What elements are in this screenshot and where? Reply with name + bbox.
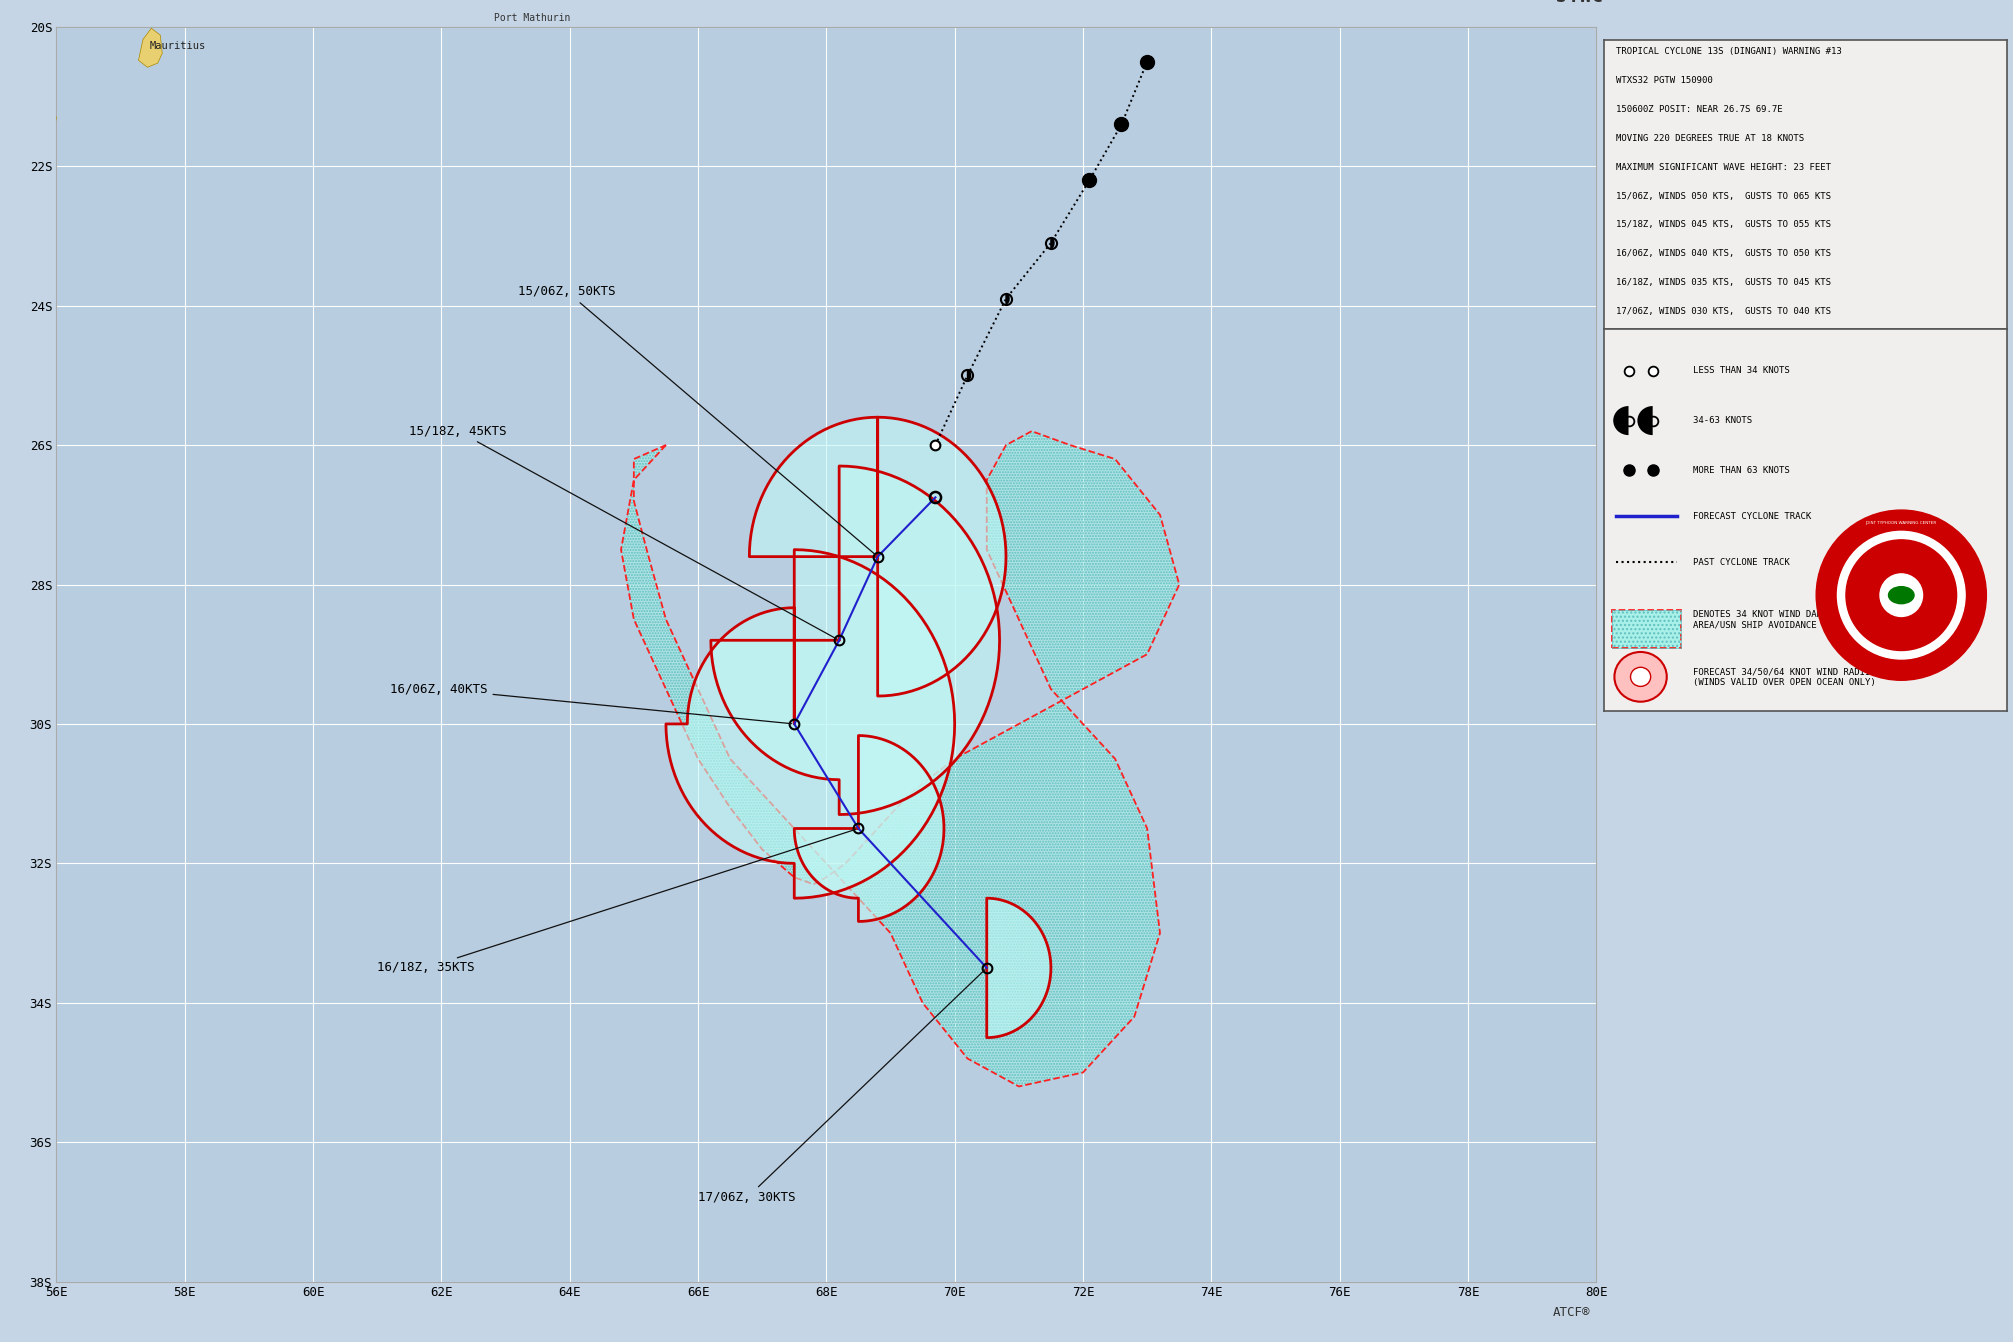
Text: ATCF®: ATCF®: [1552, 1306, 1590, 1319]
Polygon shape: [968, 370, 970, 380]
Text: 17/06Z, WINDS 030 KTS,  GUSTS TO 040 KTS: 17/06Z, WINDS 030 KTS, GUSTS TO 040 KTS: [1616, 307, 1832, 315]
Text: 150600Z POSIT: NEAR 26.7S 69.7E: 150600Z POSIT: NEAR 26.7S 69.7E: [1616, 105, 1784, 114]
Text: MOVING 220 DEGREES TRUE AT 18 KNOTS: MOVING 220 DEGREES TRUE AT 18 KNOTS: [1616, 134, 1804, 142]
Text: 16/06Z, WINDS 040 KTS,  GUSTS TO 050 KTS: 16/06Z, WINDS 040 KTS, GUSTS TO 050 KTS: [1616, 250, 1832, 258]
Wedge shape: [1612, 407, 1629, 435]
Circle shape: [1846, 539, 1957, 651]
Text: 34-63 KNOTS: 34-63 KNOTS: [1693, 416, 1751, 425]
Text: JTWC: JTWC: [1556, 0, 1602, 5]
Polygon shape: [139, 28, 163, 67]
Polygon shape: [749, 417, 1006, 696]
Circle shape: [1614, 652, 1667, 702]
Text: FORECAST CYCLONE TRACK: FORECAST CYCLONE TRACK: [1693, 511, 1812, 521]
Text: WTXS32 PGTW 150900: WTXS32 PGTW 150900: [1616, 76, 1713, 85]
Polygon shape: [795, 735, 944, 922]
Circle shape: [1816, 510, 1987, 680]
Text: Port Mathurin: Port Mathurin: [495, 13, 570, 23]
Circle shape: [1631, 667, 1651, 686]
Text: DENOTES 34 KNOT WIND DANGER
AREA/USN SHIP AVOIDANCE AREA: DENOTES 34 KNOT WIND DANGER AREA/USN SHI…: [1693, 609, 1844, 629]
Polygon shape: [622, 431, 1180, 1087]
Text: LESS THAN 34 KNOTS: LESS THAN 34 KNOTS: [1693, 366, 1790, 376]
Polygon shape: [1051, 238, 1055, 248]
FancyBboxPatch shape: [1612, 609, 1681, 648]
Text: 15/06Z, 50KTS: 15/06Z, 50KTS: [519, 286, 876, 554]
Text: JOINT TYPHOON WARNING CENTER: JOINT TYPHOON WARNING CENTER: [1866, 521, 1937, 525]
Text: MAXIMUM SIGNIFICANT WAVE HEIGHT: 23 FEET: MAXIMUM SIGNIFICANT WAVE HEIGHT: 23 FEET: [1616, 162, 1832, 172]
Circle shape: [1880, 574, 1922, 616]
Text: 17/06Z, 30KTS: 17/06Z, 30KTS: [699, 970, 984, 1205]
Circle shape: [1838, 531, 1965, 659]
Text: TROPICAL CYCLONE 13S (DINGANI) WARNING #13: TROPICAL CYCLONE 13S (DINGANI) WARNING #…: [1616, 47, 1842, 56]
Polygon shape: [666, 550, 954, 898]
Text: 15/18Z, 45KTS: 15/18Z, 45KTS: [409, 424, 837, 639]
Polygon shape: [34, 107, 56, 138]
Polygon shape: [711, 466, 1000, 815]
Text: PAST CYCLONE TRACK: PAST CYCLONE TRACK: [1693, 557, 1790, 566]
Text: 16/06Z, 40KTS: 16/06Z, 40KTS: [391, 683, 791, 723]
Text: FORECAST 34/50/64 KNOT WIND RADII
(WINDS VALID OVER OPEN OCEAN ONLY): FORECAST 34/50/64 KNOT WIND RADII (WINDS…: [1693, 667, 1876, 687]
Text: 15/06Z, WINDS 050 KTS,  GUSTS TO 065 KTS: 15/06Z, WINDS 050 KTS, GUSTS TO 065 KTS: [1616, 192, 1832, 200]
Text: 15/18Z, WINDS 045 KTS,  GUSTS TO 055 KTS: 15/18Z, WINDS 045 KTS, GUSTS TO 055 KTS: [1616, 220, 1832, 229]
Text: 16/18Z, WINDS 035 KTS,  GUSTS TO 045 KTS: 16/18Z, WINDS 035 KTS, GUSTS TO 045 KTS: [1616, 278, 1832, 287]
Wedge shape: [1637, 407, 1653, 435]
Text: 16/18Z, 35KTS: 16/18Z, 35KTS: [376, 829, 856, 974]
Ellipse shape: [1888, 586, 1914, 604]
Polygon shape: [986, 898, 1051, 1037]
Polygon shape: [1006, 294, 1009, 303]
Text: MORE THAN 63 KNOTS: MORE THAN 63 KNOTS: [1693, 466, 1790, 475]
Text: Mauritius: Mauritius: [149, 42, 205, 51]
